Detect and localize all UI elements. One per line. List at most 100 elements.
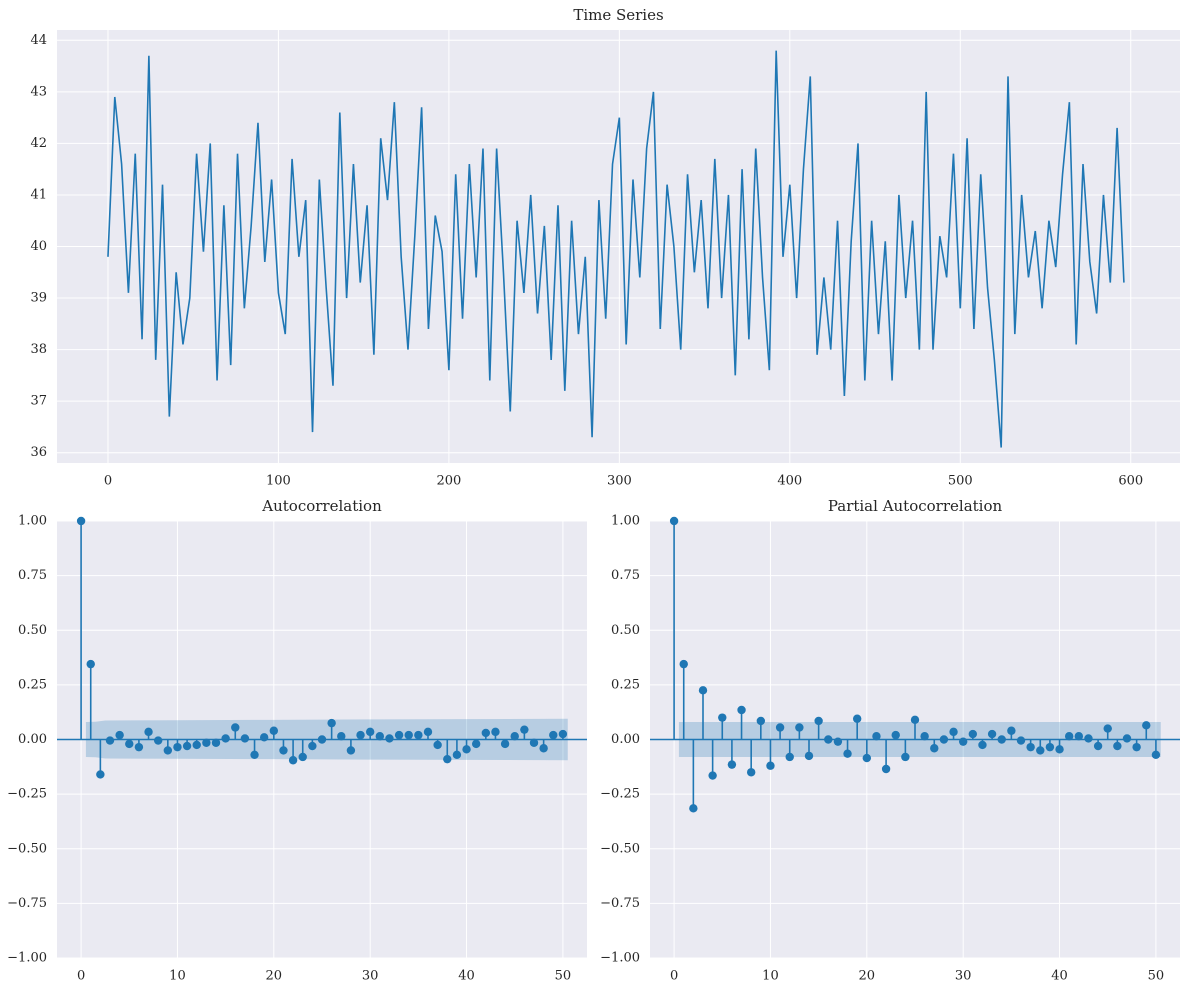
stem-marker [881,764,891,774]
stem-marker [1026,742,1035,752]
stem-marker [317,735,327,744]
stem-marker [182,741,192,751]
stem-marker [901,752,910,762]
stem-marker [891,730,900,740]
stem-marker [930,744,939,753]
stem-marker [746,768,756,777]
stem-marker [824,735,833,744]
stem-marker [978,740,987,750]
x-tick-label: 200 [436,474,461,489]
stem-marker [1084,734,1093,743]
stem-marker [481,728,491,738]
stem-marker [337,732,346,741]
stem-marker [920,732,929,741]
stem-marker [443,754,452,764]
y-tick-label: −0.75 [7,896,47,911]
stem-marker [698,686,708,695]
stem-marker [872,732,881,741]
x-tick-label: 100 [266,474,291,489]
stem-marker [958,737,968,746]
stem-marker [689,804,698,813]
stem-marker [862,753,872,763]
x-tick-label: 400 [777,474,802,489]
stem-marker [939,735,949,744]
series-line [107,50,1125,448]
stem-marker [718,713,727,722]
stem-marker [163,746,173,755]
y-tick-label: −0.75 [600,896,640,911]
y-tick-label: 44 [30,33,47,48]
x-tick-label: 50 [1148,969,1165,984]
stem-marker [356,730,365,740]
stem-marker [529,738,539,747]
stem-marker [1036,746,1045,755]
stem-marker [375,732,385,741]
stem-marker [500,739,510,749]
stem-marker [308,741,317,751]
stem-marker [775,723,785,732]
stem-marker [153,736,163,745]
chart-title: Time Series [573,6,663,24]
stem-marker [708,771,717,780]
stem-marker [910,715,920,725]
stem-marker [462,745,471,754]
x-tick-label: 0 [670,969,678,984]
stem-marker [1132,742,1141,752]
y-tick-label: 39 [30,291,47,306]
chart-title: Partial Autocorrelation [828,497,1003,515]
stem-marker [1007,726,1016,735]
stem-marker [471,739,481,749]
stem-marker [423,727,433,737]
stem-marker [96,770,105,779]
y-tick-label: −1.00 [600,951,640,966]
stem-marker [231,723,240,732]
x-tick-label: 30 [955,969,972,984]
stem-marker [968,729,978,739]
x-tick-label: 0 [77,969,85,984]
stem-marker [76,516,86,526]
y-tick-label: 0.50 [611,623,640,638]
stem-marker [202,738,211,747]
x-tick-label: 20 [859,969,876,984]
y-tick-label: −0.25 [7,787,47,802]
stem-marker [173,742,182,752]
stem-marker [192,740,201,750]
stem-marker [949,727,958,737]
stem-marker [1103,724,1112,733]
x-tick-label: 40 [458,969,475,984]
x-tick-label: 50 [555,969,572,984]
stem-marker [433,740,442,750]
y-tick-label: 1.00 [18,514,47,529]
chart-title: Autocorrelation [261,497,382,515]
y-tick-label: 1.00 [611,514,640,529]
x-tick-label: 300 [607,474,632,489]
stem-marker [86,659,95,669]
y-tick-label: −0.25 [600,787,640,802]
y-tick-label: 42 [30,136,47,151]
stem-marker [240,734,250,743]
stem-marker [727,760,737,769]
stem-marker [737,705,746,715]
stem-marker [298,752,307,762]
y-tick-label: 0.50 [18,623,47,638]
stem-marker [785,752,794,762]
stem-marker [549,730,558,740]
stem-marker [250,750,259,759]
stem-marker [833,737,843,746]
stem-marker [795,723,804,732]
y-tick-label: 0.75 [18,568,47,583]
stem-marker [394,730,404,740]
stem-marker [539,744,548,753]
y-tick-label: −1.00 [7,951,47,966]
stem-marker [852,714,862,723]
x-tick-label: 10 [169,969,186,984]
x-tick-label: 40 [1051,969,1068,984]
x-tick-label: 600 [1118,474,1143,489]
stem-marker [279,746,288,755]
stem-marker [365,727,375,737]
stem-marker [452,750,462,759]
stem-marker [115,730,124,740]
stem-marker [346,746,356,755]
stem-marker [134,742,144,752]
